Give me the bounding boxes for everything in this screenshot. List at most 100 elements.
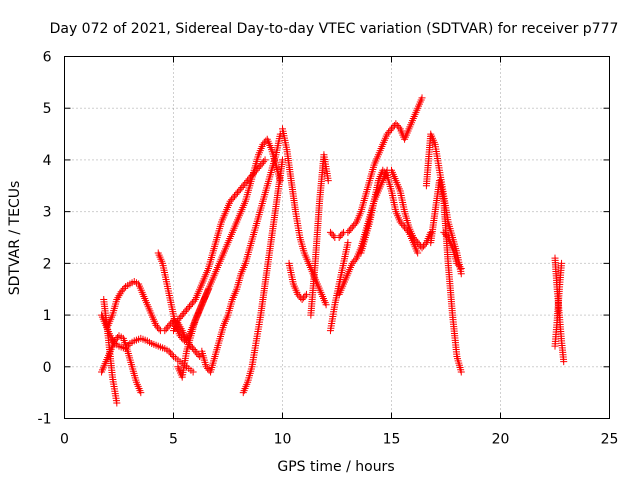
data-point [421,240,429,248]
data-point [344,228,352,236]
data-point [260,139,268,147]
x-tick-label: 0 [60,432,69,448]
data-point [347,225,355,233]
data-point [258,159,266,167]
data-point [453,259,461,267]
data-point [443,232,451,240]
data-point [302,290,310,298]
data-point [301,292,309,300]
data-point [164,323,172,331]
data-point [232,190,240,198]
data-point [239,182,247,190]
data-point [255,163,263,171]
data-point [379,166,387,174]
data-point [204,285,212,293]
data-point [180,337,188,345]
data-point [202,363,210,371]
data-point [300,294,308,302]
data-point [111,337,119,345]
plot-frame [64,56,610,419]
data-point [152,321,160,329]
data-point [383,130,391,138]
data-point [182,335,190,343]
data-point [175,315,183,323]
data-point [155,325,163,333]
data-point [350,221,358,229]
data-point [456,263,464,271]
data-point [403,227,411,235]
grid-lines [64,56,610,419]
data-point [247,173,255,181]
data-point [254,165,262,173]
data-point [119,286,127,294]
x-axis-label: GPS time / hours [277,459,394,475]
data-point [178,311,186,319]
y-tick-label: 0 [43,360,52,376]
data-point [228,196,236,204]
data-point [454,261,462,269]
data-point [189,368,197,376]
data-point [326,228,334,236]
data-point [337,232,345,240]
x-tick-label: 10 [274,432,292,448]
data-point [244,177,252,185]
data-point [392,120,400,128]
data-point [249,170,257,178]
data-point [279,156,286,164]
data-point [338,230,346,238]
data-point [167,349,175,357]
data-point [294,290,302,298]
data-point [348,223,356,231]
x-tick-label: 5 [169,432,178,448]
data-points [98,94,568,407]
data-point [180,309,188,317]
data-point [112,335,120,343]
data-point [161,327,169,335]
tick-labels: 0 5 10 15 20 25 -1 0 1 2 3 4 5 6 [38,50,619,448]
data-point [335,234,343,241]
data-point [380,168,388,176]
data-point [419,242,427,250]
data-point [322,301,330,309]
data-point [401,223,409,231]
y-tick-label: 2 [43,256,52,272]
data-point [226,197,234,205]
data-point [457,368,465,376]
data-point [183,306,191,314]
data-point [137,389,145,397]
data-point [261,156,269,164]
data-point [441,230,449,238]
data-point [191,347,199,355]
data-point [298,296,306,304]
data-point [351,220,359,228]
data-point [345,227,353,235]
data-point [162,325,170,333]
y-tick-label: 4 [43,153,52,169]
y-tick-label: 6 [43,50,52,66]
data-point [190,346,198,354]
data-point [324,177,332,185]
x-tick-label: 25 [601,432,619,448]
data-point [393,121,401,129]
data-point [188,344,196,352]
chart-title: Day 072 of 2021, Sidereal Day-to-day VTE… [50,21,619,37]
data-point [328,230,336,238]
data-point [235,187,243,195]
data-point [398,220,406,228]
data-point [351,256,359,264]
y-tick-label: 5 [43,101,52,117]
data-point [388,125,395,133]
y-tick-label: 3 [43,205,52,221]
data-point [440,228,448,236]
data-point [165,347,173,355]
data-point [154,323,162,331]
data-point [120,284,128,292]
data-point [418,244,426,252]
y-axis-label: SDTVAR / TECUs [7,181,23,296]
data-point [257,161,265,169]
data-point [177,313,185,321]
data-point [194,351,202,359]
y-tick-label: 1 [43,308,52,324]
data-point [181,308,189,316]
